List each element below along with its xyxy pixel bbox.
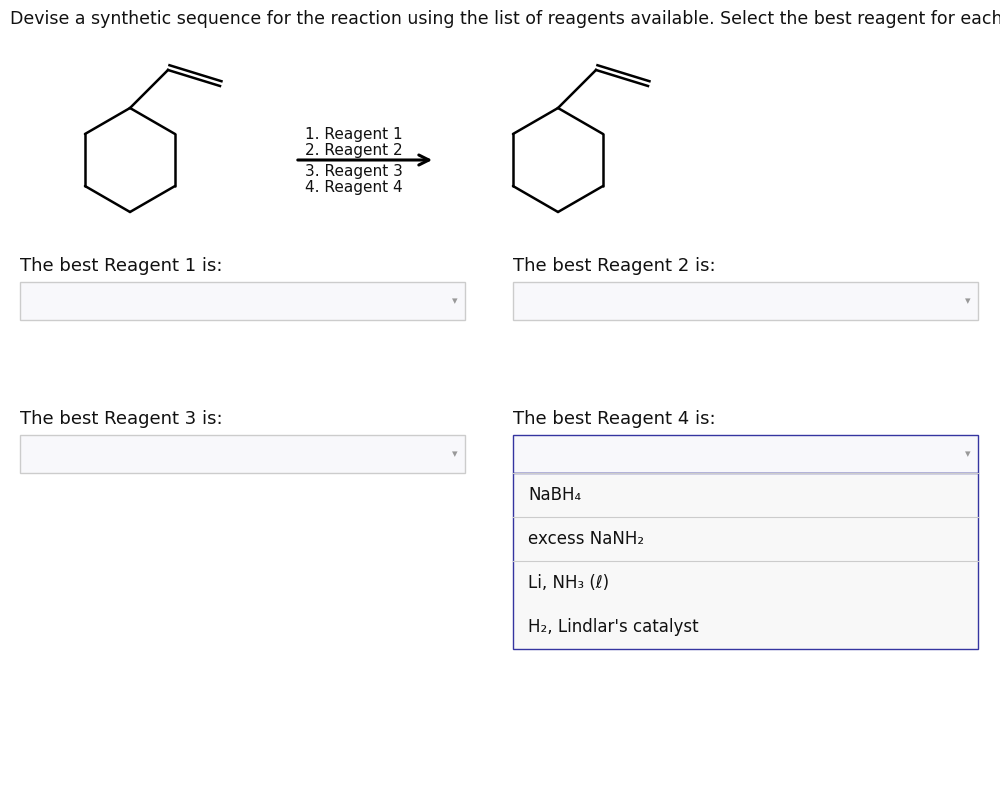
Text: The best Reagent 1 is:: The best Reagent 1 is:	[20, 257, 222, 275]
FancyBboxPatch shape	[20, 435, 465, 473]
Text: The best Reagent 4 is:: The best Reagent 4 is:	[513, 410, 716, 428]
FancyBboxPatch shape	[513, 282, 978, 320]
Text: excess NaNH₂: excess NaNH₂	[528, 530, 644, 548]
Text: ▾: ▾	[965, 296, 971, 306]
Text: The best Reagent 3 is:: The best Reagent 3 is:	[20, 410, 223, 428]
FancyBboxPatch shape	[513, 473, 978, 649]
FancyBboxPatch shape	[20, 282, 465, 320]
Text: ▾: ▾	[452, 296, 458, 306]
Text: The best Reagent 2 is:: The best Reagent 2 is:	[513, 257, 716, 275]
Text: H₂, Lindlar's catalyst: H₂, Lindlar's catalyst	[528, 618, 699, 636]
Text: Li, NH₃ (ℓ): Li, NH₃ (ℓ)	[528, 574, 609, 592]
Text: 1. Reagent 1: 1. Reagent 1	[305, 127, 403, 142]
Text: NaBH₄: NaBH₄	[528, 486, 581, 504]
Text: ▾: ▾	[452, 449, 458, 459]
Text: Devise a synthetic sequence for the reaction using the list of reagents availabl: Devise a synthetic sequence for the reac…	[10, 10, 1000, 28]
FancyBboxPatch shape	[513, 435, 978, 473]
Text: ▾: ▾	[965, 449, 971, 459]
Text: 3. Reagent 3: 3. Reagent 3	[305, 164, 403, 179]
Text: 2. Reagent 2: 2. Reagent 2	[305, 143, 403, 158]
Text: 4. Reagent 4: 4. Reagent 4	[305, 180, 403, 195]
